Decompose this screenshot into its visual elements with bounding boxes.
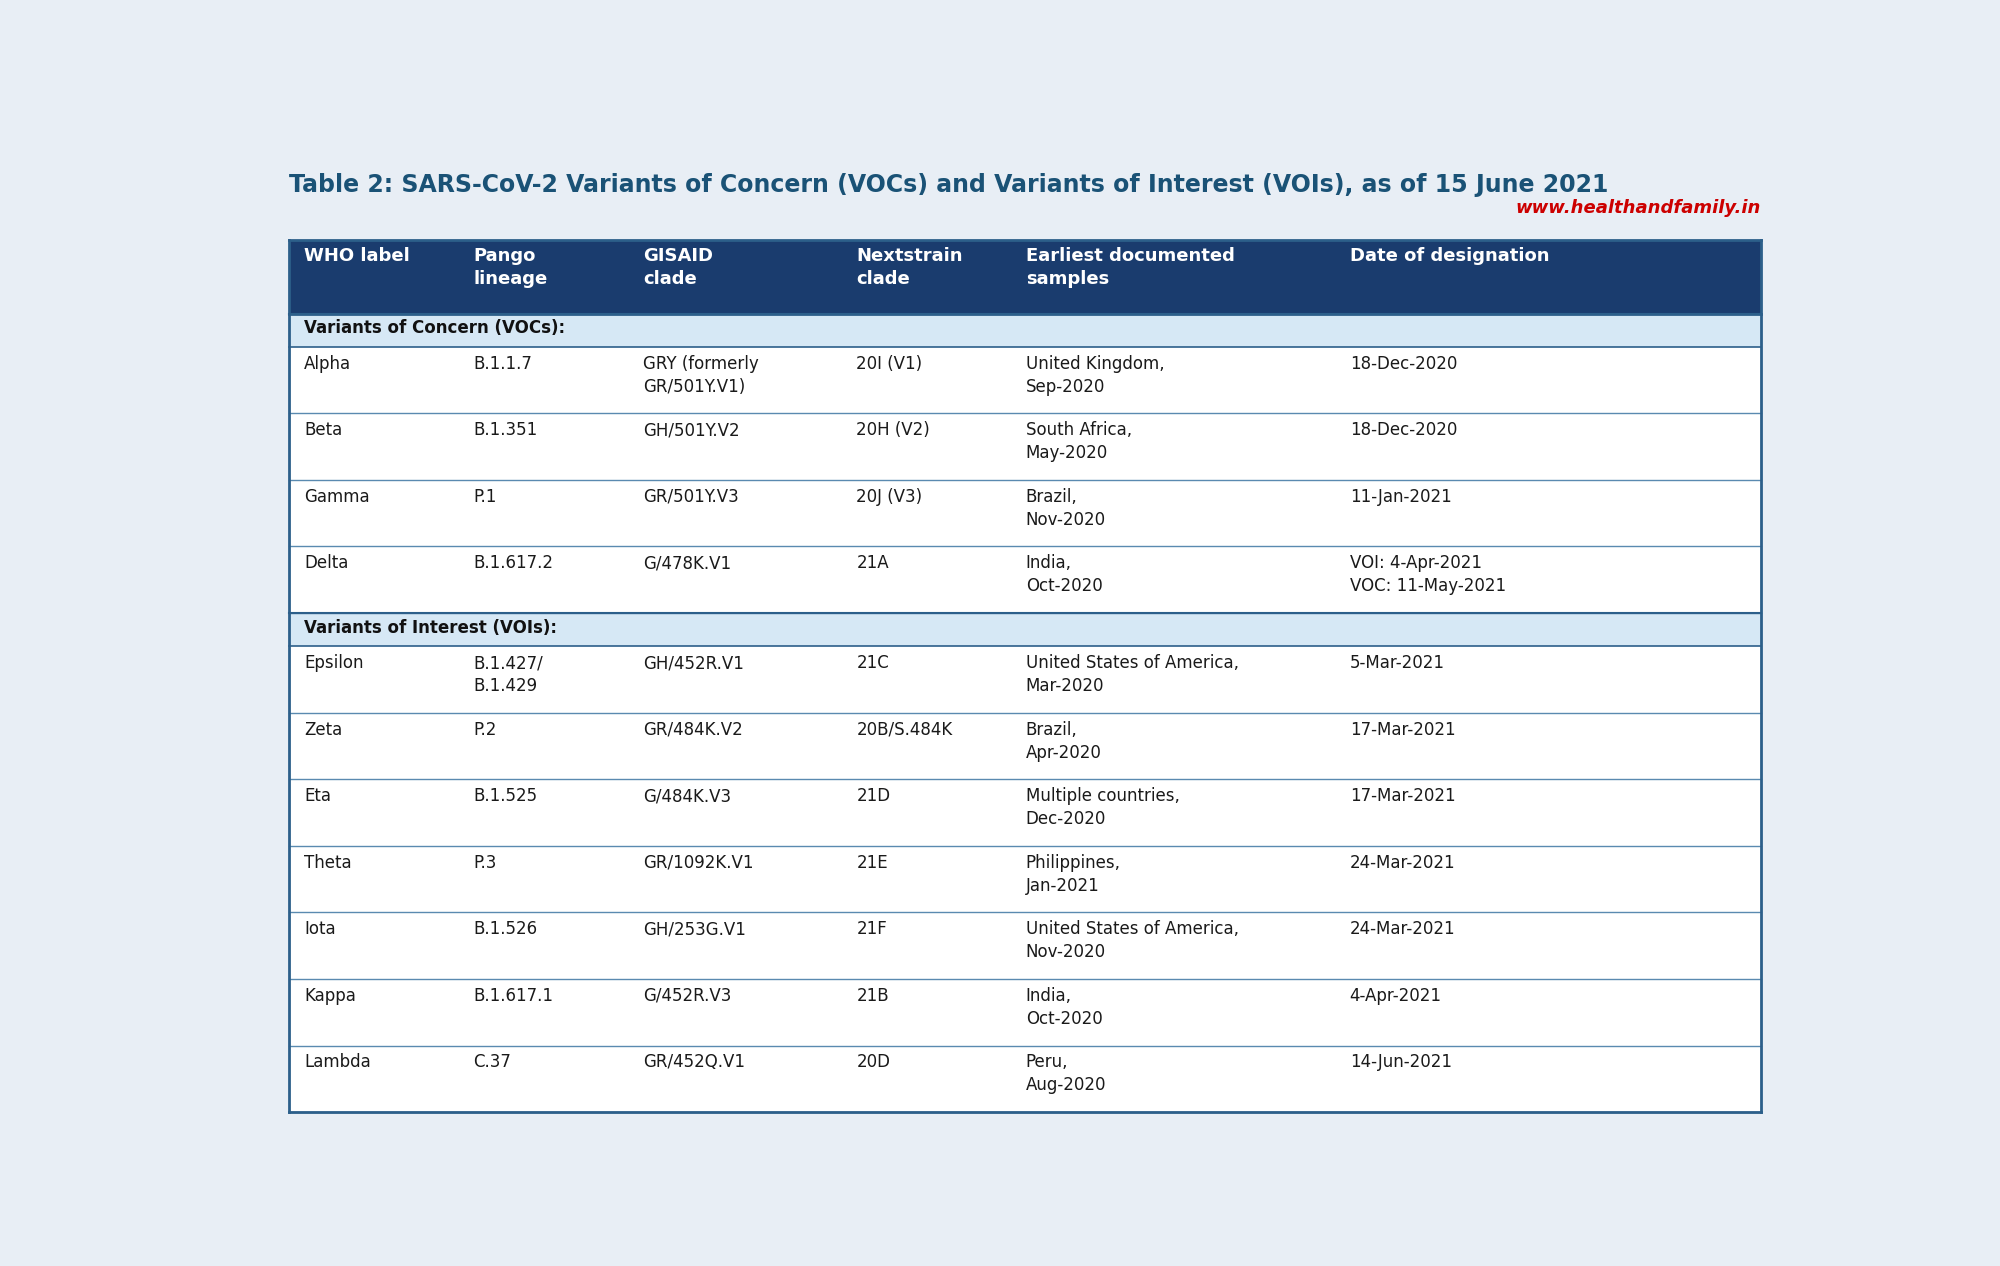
Text: Eta: Eta (304, 787, 332, 805)
Text: Gamma: Gamma (304, 487, 370, 505)
Text: Variants of Interest (VOIs):: Variants of Interest (VOIs): (304, 619, 558, 637)
Bar (288, 613, 1762, 647)
Text: South Africa,
May-2020: South Africa, May-2020 (1026, 422, 1132, 462)
Text: C.37: C.37 (474, 1053, 512, 1071)
Text: Brazil,
Apr-2020: Brazil, Apr-2020 (1026, 720, 1102, 762)
Text: B.1.1.7: B.1.1.7 (474, 354, 532, 372)
Text: P.3: P.3 (474, 853, 496, 872)
Text: WHO label: WHO label (304, 247, 410, 266)
Text: Pango
lineage: Pango lineage (474, 247, 548, 289)
Text: GH/501Y.V2: GH/501Y.V2 (642, 422, 740, 439)
Text: India,
Oct-2020: India, Oct-2020 (1026, 986, 1102, 1028)
Text: Philippines,
Jan-2021: Philippines, Jan-2021 (1026, 853, 1120, 895)
Text: 24-Mar-2021: 24-Mar-2021 (1350, 853, 1456, 872)
Text: Kappa: Kappa (304, 986, 356, 1005)
Text: B.1.617.1: B.1.617.1 (474, 986, 554, 1005)
Bar (288, 846, 1762, 913)
Text: 21D: 21D (856, 787, 890, 805)
Bar (288, 347, 1762, 414)
Text: 20J (V3): 20J (V3) (856, 487, 922, 505)
Text: G/452R.V3: G/452R.V3 (642, 986, 732, 1005)
Text: United States of America,
Mar-2020: United States of America, Mar-2020 (1026, 655, 1238, 695)
Bar (288, 979, 1762, 1046)
Text: 20H (V2): 20H (V2) (856, 422, 930, 439)
Text: Variants of Concern (VOCs):: Variants of Concern (VOCs): (304, 319, 566, 338)
Bar (288, 713, 1762, 780)
Text: 21C: 21C (856, 655, 890, 672)
Text: GISAID
clade: GISAID clade (642, 247, 712, 289)
Text: Earliest documented
samples: Earliest documented samples (1026, 247, 1234, 289)
Bar (288, 1046, 1762, 1112)
Text: GR/452Q.V1: GR/452Q.V1 (642, 1053, 744, 1071)
Text: 18-Dec-2020: 18-Dec-2020 (1350, 354, 1458, 372)
Text: P.2: P.2 (474, 720, 496, 738)
Text: India,
Oct-2020: India, Oct-2020 (1026, 555, 1102, 595)
Text: GH/452R.V1: GH/452R.V1 (642, 655, 744, 672)
Text: B.1.617.2: B.1.617.2 (474, 555, 554, 572)
Text: Beta: Beta (304, 422, 342, 439)
Text: Theta: Theta (304, 853, 352, 872)
Text: United Kingdom,
Sep-2020: United Kingdom, Sep-2020 (1026, 354, 1164, 395)
Text: Table 2: SARS-CoV-2 Variants of Concern (VOCs) and Variants of Interest (VOIs), : Table 2: SARS-CoV-2 Variants of Concern … (288, 173, 1608, 197)
Text: Delta: Delta (304, 555, 348, 572)
Bar (288, 913, 1762, 979)
Text: 5-Mar-2021: 5-Mar-2021 (1350, 655, 1444, 672)
Text: 17-Mar-2021: 17-Mar-2021 (1350, 720, 1456, 738)
Text: 20B/S.484K: 20B/S.484K (856, 720, 952, 738)
Text: 17-Mar-2021: 17-Mar-2021 (1350, 787, 1456, 805)
Text: GR/484K.V2: GR/484K.V2 (642, 720, 742, 738)
Text: Brazil,
Nov-2020: Brazil, Nov-2020 (1026, 487, 1106, 529)
Text: GH/253G.V1: GH/253G.V1 (642, 920, 746, 938)
Text: Epsilon: Epsilon (304, 655, 364, 672)
Text: G/478K.V1: G/478K.V1 (642, 555, 732, 572)
Text: 21B: 21B (856, 986, 890, 1005)
Bar (288, 480, 1762, 547)
Text: B.1.351: B.1.351 (474, 422, 538, 439)
Bar (288, 547, 1762, 613)
Text: 4-Apr-2021: 4-Apr-2021 (1350, 986, 1442, 1005)
Text: 14-Jun-2021: 14-Jun-2021 (1350, 1053, 1452, 1071)
Bar (288, 647, 1762, 713)
Bar (288, 780, 1762, 846)
Text: Nextstrain
clade: Nextstrain clade (856, 247, 962, 289)
Text: GR/501Y.V3: GR/501Y.V3 (642, 487, 738, 505)
Bar (288, 414, 1762, 480)
Text: GRY (formerly
GR/501Y.V1): GRY (formerly GR/501Y.V1) (642, 354, 758, 395)
Text: 18-Dec-2020: 18-Dec-2020 (1350, 422, 1458, 439)
Text: Zeta: Zeta (304, 720, 342, 738)
Text: VOI: 4-Apr-2021
VOC: 11-May-2021: VOI: 4-Apr-2021 VOC: 11-May-2021 (1350, 555, 1506, 595)
Text: 20I (V1): 20I (V1) (856, 354, 922, 372)
Text: Lambda: Lambda (304, 1053, 372, 1071)
Text: B.1.525: B.1.525 (474, 787, 538, 805)
Text: Multiple countries,
Dec-2020: Multiple countries, Dec-2020 (1026, 787, 1180, 828)
Text: Iota: Iota (304, 920, 336, 938)
Text: B.1.427/
B.1.429: B.1.427/ B.1.429 (474, 655, 544, 695)
Bar (288, 239, 1762, 314)
Bar (288, 314, 1762, 347)
Text: B.1.526: B.1.526 (474, 920, 538, 938)
Text: 21F: 21F (856, 920, 888, 938)
Text: GR/1092K.V1: GR/1092K.V1 (642, 853, 754, 872)
Text: Alpha: Alpha (304, 354, 352, 372)
Text: 20D: 20D (856, 1053, 890, 1071)
Text: P.1: P.1 (474, 487, 496, 505)
Text: G/484K.V3: G/484K.V3 (642, 787, 732, 805)
Text: 11-Jan-2021: 11-Jan-2021 (1350, 487, 1452, 505)
Text: www.healthandfamily.in: www.healthandfamily.in (1516, 199, 1762, 216)
Text: 21E: 21E (856, 853, 888, 872)
Text: Date of designation: Date of designation (1350, 247, 1550, 266)
Text: United States of America,
Nov-2020: United States of America, Nov-2020 (1026, 920, 1238, 961)
Text: 24-Mar-2021: 24-Mar-2021 (1350, 920, 1456, 938)
Text: 21A: 21A (856, 555, 890, 572)
Text: Peru,
Aug-2020: Peru, Aug-2020 (1026, 1053, 1106, 1094)
